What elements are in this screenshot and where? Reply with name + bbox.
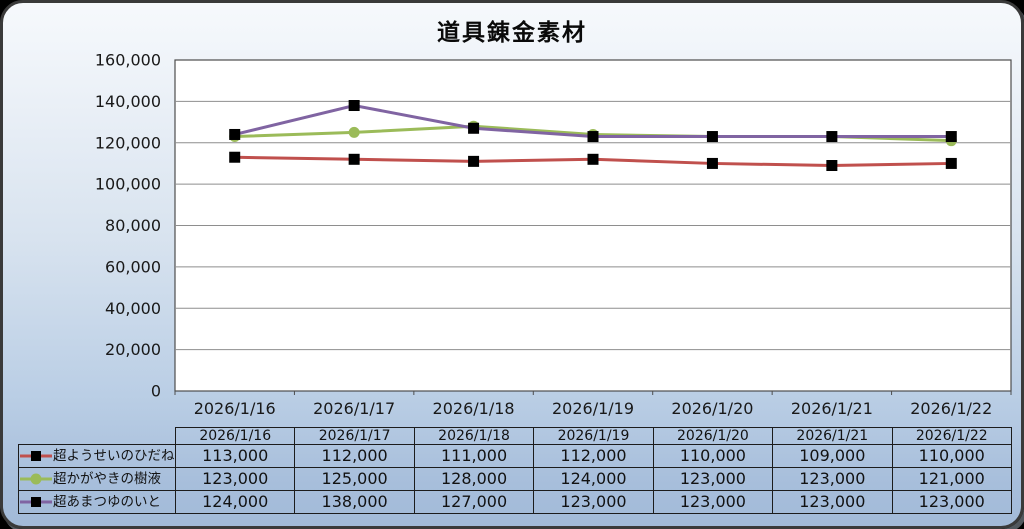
x-axis-label: 2026/1/18 — [433, 399, 515, 418]
legend-cell: 超あまつゆのいと — [18, 490, 176, 514]
table-value-cell: 138,000 — [294, 490, 415, 514]
table-row: 超あまつゆのいと 124,000 138,000 127,000 123,000 123,… — [18, 490, 1012, 514]
series-name: 超あまつゆのいと — [53, 494, 161, 510]
table-corner-cell — [19, 428, 176, 445]
legend-cell: 超ようせいのひだね — [18, 444, 176, 468]
data-point-marker — [229, 151, 241, 163]
data-point-marker — [348, 100, 360, 112]
table-value-cell: 123,000 — [772, 490, 893, 514]
table-header-cell: 2026/1/20 — [652, 427, 774, 445]
data-point-marker — [706, 131, 718, 143]
table-header-cell: 2026/1/22 — [891, 427, 1012, 445]
series-name: 超かがやきの樹液 — [53, 471, 161, 487]
x-axis-label: 2026/1/21 — [791, 399, 873, 418]
table-value-cell: 109,000 — [772, 444, 893, 468]
table-value-cell: 125,000 — [294, 467, 415, 491]
table-value-cell: 121,000 — [891, 467, 1012, 491]
chart-title: 道具錬金素材 — [437, 20, 587, 46]
x-axis-label: 2026/1/22 — [910, 399, 992, 418]
data-point-marker — [826, 131, 838, 143]
data-point-marker — [706, 157, 718, 169]
table-value-cell: 124,000 — [174, 490, 296, 514]
legend-marker — [31, 451, 41, 461]
table-value-cell: 127,000 — [413, 490, 535, 514]
y-axis-label: 0 — [151, 382, 161, 401]
data-point-marker — [348, 126, 360, 138]
table-header-cell: 2026/1/17 — [294, 427, 415, 445]
table-value-cell: 123,000 — [652, 467, 774, 491]
table-value-cell: 111,000 — [413, 444, 535, 468]
y-axis-label: 20,000 — [105, 340, 161, 359]
legend-entry: 超ようせいのひだね — [20, 446, 175, 467]
table-value-cell: 123,000 — [652, 490, 774, 514]
table-value-cell: 123,000 — [533, 490, 654, 514]
y-axis-label: 60,000 — [105, 257, 161, 276]
data-point-marker — [468, 155, 480, 167]
table-value-cell: 112,000 — [294, 444, 415, 468]
y-axis-label: 100,000 — [95, 175, 161, 194]
data-point-marker — [587, 131, 599, 143]
data-point-marker — [468, 122, 480, 134]
table-value-cell: 124,000 — [533, 467, 654, 491]
table-value-cell: 110,000 — [652, 444, 774, 468]
legend-cell: 超かがやきの樹液 — [18, 467, 176, 491]
legend-square-marker-icon — [20, 497, 52, 507]
table-body: 超ようせいのひだね 113,000 112,000 111,000 112,000 110… — [18, 444, 1012, 514]
table-value-cell: 110,000 — [891, 444, 1012, 468]
x-axis-label: 2026/1/20 — [671, 399, 753, 418]
table-header-cell: 2026/1/21 — [772, 427, 893, 445]
x-axis-label: 2026/1/19 — [552, 399, 634, 418]
legend-circle-marker-icon — [20, 473, 52, 485]
x-axis-label: 2026/1/16 — [194, 399, 276, 418]
data-point-marker — [229, 128, 241, 140]
data-point-marker — [348, 153, 360, 165]
data-point-marker — [587, 153, 599, 165]
table-value-cell: 113,000 — [174, 444, 296, 468]
y-axis-label: 160,000 — [95, 51, 161, 70]
table-header-cell: 2026/1/19 — [533, 427, 654, 445]
price-table: 2026/1/16 2026/1/17 2026/1/18 2026/1/19 2026… — [18, 427, 1012, 514]
table-header-row: 2026/1/16 2026/1/17 2026/1/18 2026/1/19 2026… — [19, 427, 1012, 445]
legend-marker — [31, 497, 41, 507]
data-point-marker — [826, 160, 838, 172]
line-chart: 0 20,000 40,000 60,000 80,000 100,000 120,000 1… — [95, 51, 1012, 418]
y-axis-label: 120,000 — [95, 133, 161, 152]
y-axis-label: 80,000 — [105, 216, 161, 235]
legend-square-marker-icon — [20, 451, 52, 461]
legend-entry: 超あまつゆのいと — [20, 492, 175, 513]
table-row: 超ようせいのひだね 113,000 112,000 111,000 112,000 110… — [18, 444, 1012, 468]
table-header-cell: 2026/1/18 — [413, 427, 535, 445]
legend-marker — [30, 473, 42, 485]
series-name: 超ようせいのひだね — [53, 448, 175, 464]
table-header-cell: 2026/1/16 — [174, 427, 296, 445]
table-value-cell: 123,000 — [891, 490, 1012, 514]
y-axis-label: 40,000 — [105, 299, 161, 318]
table-value-cell: 123,000 — [772, 467, 893, 491]
table-value-cell: 112,000 — [533, 444, 654, 468]
table-value-cell: 123,000 — [174, 467, 296, 491]
data-point-marker — [945, 131, 957, 143]
y-axis-label: 140,000 — [95, 92, 161, 111]
table-header: 2026/1/16 2026/1/17 2026/1/18 2026/1/19 2026… — [19, 427, 1012, 445]
data-point-marker — [945, 157, 957, 169]
table-value-cell: 128,000 — [413, 467, 535, 491]
x-axis-label: 2026/1/17 — [313, 399, 395, 418]
table-row: 超かがやきの樹液 123,000 125,000 128,000 124,000 123,… — [18, 467, 1012, 491]
legend-entry: 超かがやきの樹液 — [20, 469, 175, 490]
